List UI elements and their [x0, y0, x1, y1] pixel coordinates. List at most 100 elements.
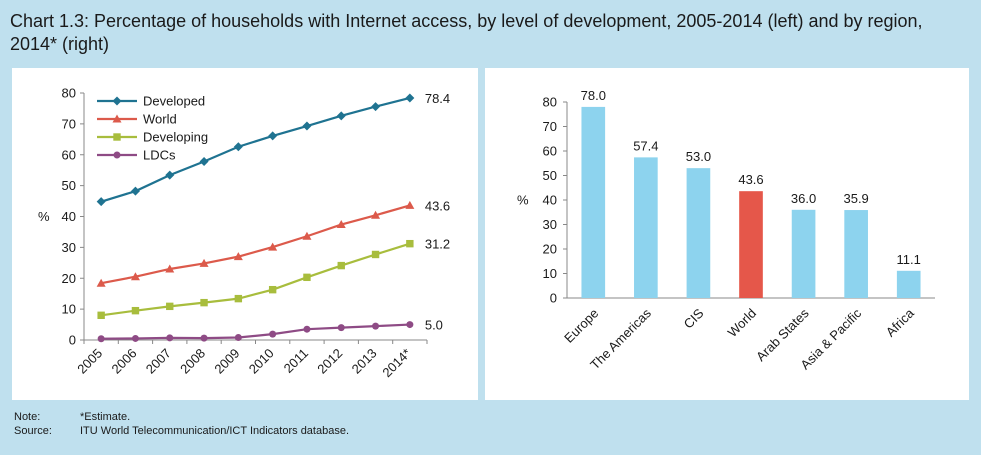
data-point [372, 322, 380, 330]
data-point [97, 335, 105, 343]
data-point [96, 278, 106, 287]
x-tick-label: World [725, 306, 759, 340]
bar-value-label: 43.6 [738, 172, 763, 187]
data-point [200, 298, 208, 307]
series-line-developed [100, 96, 411, 203]
y-tick-label: 40 [62, 209, 76, 224]
data-point [303, 273, 311, 282]
data-point [131, 306, 140, 315]
data-point [130, 272, 140, 281]
data-point [337, 261, 345, 270]
legend-label: LDCs [143, 148, 176, 163]
bar-value-label: 11.1 [897, 252, 921, 267]
data-point [199, 258, 209, 267]
y-tick-label: 70 [543, 119, 557, 134]
source-label: Source: [14, 425, 52, 437]
legend-label: Developing [143, 130, 208, 145]
source-row: Source: ITU World Telecommunication/ICT … [14, 424, 349, 438]
y-tick-label: 0 [550, 291, 557, 306]
y-tick-label: 30 [62, 240, 76, 255]
end-value-label: 43.6 [425, 198, 450, 213]
x-tick-label: Africa [883, 305, 918, 340]
data-point [234, 334, 242, 342]
y-axis-label: % [517, 193, 529, 208]
y-tick-label: 50 [543, 168, 557, 183]
source-text: ITU World Telecommunication/ICT Indicato… [80, 425, 350, 437]
footnotes: Note: *Estimate. Source: ITU World Telec… [14, 410, 349, 438]
data-point [165, 264, 175, 273]
data-point [406, 321, 414, 329]
y-tick-label: 0 [69, 333, 76, 348]
x-tick-label: 2011 [281, 346, 311, 376]
bar-arab-states [791, 209, 816, 298]
right-chart-panel: 0 10 20 30 40 50 60 70 80% 78.0 Europe 57.4 The Amer… [485, 68, 969, 400]
y-tick-label: 60 [543, 144, 557, 159]
data-point [371, 102, 381, 112]
y-tick-label: 30 [543, 217, 557, 232]
bar-asia-pacific [844, 210, 868, 298]
data-point [337, 324, 345, 332]
data-point [268, 131, 278, 141]
bar-value-label: 57.4 [633, 138, 658, 153]
bar-cis [686, 168, 711, 298]
end-value-label: 31.2 [425, 237, 450, 252]
end-value-label: 5.0 [425, 318, 443, 333]
data-point [166, 334, 174, 342]
data-point [405, 93, 415, 103]
chart-title: Chart 1.3: Percentage of households with… [10, 11, 923, 54]
data-point [302, 121, 312, 131]
bar-the-americas [634, 157, 658, 298]
x-tick-label: 2010 [246, 346, 277, 377]
data-point [336, 220, 346, 229]
y-tick-label: 60 [62, 147, 76, 162]
note-row: Note: *Estimate. [14, 410, 349, 424]
y-tick-label: 80 [543, 95, 557, 110]
data-point [165, 170, 175, 180]
bar-europe [581, 106, 606, 299]
data-point [199, 157, 209, 167]
x-tick-label: 2005 [74, 346, 105, 377]
legend-label: Developed [143, 94, 205, 109]
data-point [268, 242, 278, 251]
bar-value-label: 35.9 [843, 191, 868, 206]
data-point [371, 250, 380, 259]
data-point [406, 239, 414, 248]
y-tick-label: 10 [62, 302, 76, 317]
series-line-ldcs [101, 323, 410, 340]
x-tick-label: Europe [561, 306, 601, 346]
x-tick-label: 2014* [379, 346, 414, 381]
x-tick-label: 2012 [314, 346, 345, 377]
data-point [336, 111, 346, 121]
y-tick-label: 40 [543, 193, 557, 208]
data-point [131, 334, 139, 342]
end-value-label: 78.4 [425, 91, 450, 106]
y-tick-label: 80 [62, 86, 76, 101]
x-tick-label: CIS [681, 305, 707, 331]
data-point [269, 330, 277, 338]
legend-marker [112, 96, 122, 106]
data-point [234, 294, 243, 303]
legend-marker [113, 151, 121, 159]
data-point [303, 325, 311, 333]
bar-value-label: 36.0 [791, 191, 816, 206]
note-text: *Estimate. [80, 411, 131, 423]
bar-world [739, 191, 763, 298]
y-tick-label: 20 [543, 242, 557, 257]
x-tick-label: 2009 [211, 346, 242, 377]
data-point [268, 285, 277, 294]
data-point [166, 302, 174, 311]
data-point [130, 186, 140, 196]
legend-marker [113, 133, 121, 141]
y-tick-label: 50 [62, 178, 76, 193]
data-point [371, 210, 381, 219]
legend-marker [112, 114, 122, 123]
data-point [233, 142, 243, 152]
bar-value-label: 53.0 [686, 149, 711, 164]
note-label: Note: [14, 411, 41, 423]
data-point [97, 311, 105, 319]
data-point [233, 252, 243, 261]
data-point [96, 197, 106, 207]
bar-value-label: 78.0 [581, 88, 606, 103]
